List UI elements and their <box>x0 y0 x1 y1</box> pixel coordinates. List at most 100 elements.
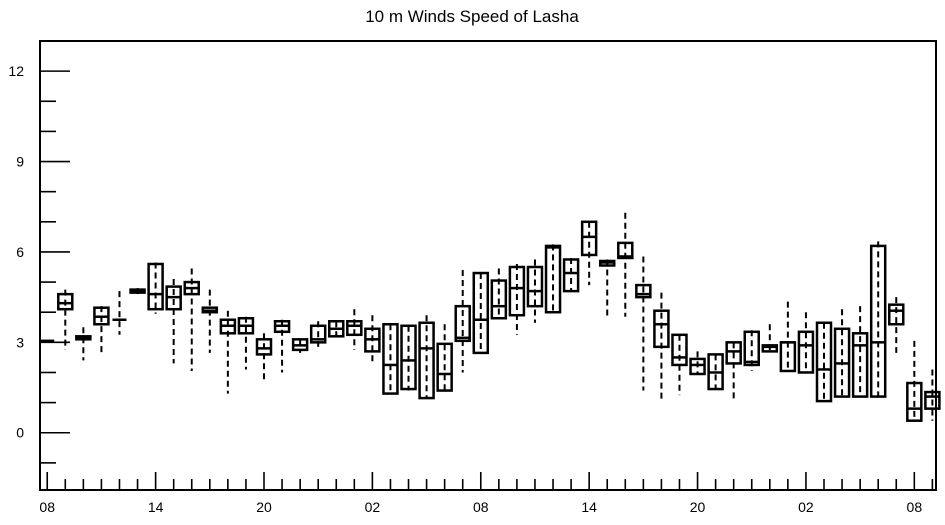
box-42 <box>797 312 815 374</box>
box-23 <box>454 270 471 373</box>
box-rect <box>906 381 923 422</box>
box-26 <box>508 263 526 335</box>
box-rect <box>436 342 453 392</box>
box-rect <box>797 330 815 374</box>
box-rect <box>743 330 760 367</box>
box-38 <box>725 341 742 402</box>
box-rect <box>57 292 74 311</box>
box-series <box>40 212 941 422</box>
box-27 <box>526 259 544 323</box>
box-14 <box>291 338 309 353</box>
box-8 <box>183 268 200 371</box>
box-18 <box>364 315 381 365</box>
box-49 <box>924 369 941 421</box>
box-rect <box>815 321 833 403</box>
box-46 <box>869 241 887 398</box>
box-7 <box>165 279 182 364</box>
box-17 <box>346 309 363 350</box>
x-tick-label: 14 <box>148 499 164 515</box>
box-13 <box>273 319 291 373</box>
y-axis: 0 3 6 9 12 <box>8 40 70 464</box>
box-40 <box>761 324 779 353</box>
box-32 <box>617 212 634 317</box>
box-10 <box>219 310 237 394</box>
x-tick-label: 08 <box>473 499 489 515</box>
box-rect <box>147 262 164 311</box>
box-43 <box>815 321 833 403</box>
box-rect <box>382 323 399 395</box>
box-rect <box>851 332 869 398</box>
box-rect <box>671 333 688 367</box>
box-16 <box>328 319 345 341</box>
box-22 <box>436 324 453 392</box>
y-tick-label: 6 <box>16 244 24 260</box>
box-15 <box>309 321 327 347</box>
x-tick-label: 20 <box>690 499 706 515</box>
box-rect <box>526 265 544 308</box>
box-29 <box>562 257 580 293</box>
box-rect <box>924 390 941 410</box>
box-31 <box>598 259 616 317</box>
box-24 <box>472 271 490 355</box>
x-axis: 08 14 20 02 08 14 20 02 08 <box>39 472 934 515</box>
box-6 <box>147 262 164 314</box>
box-rect <box>635 283 652 299</box>
box-3 <box>93 306 110 353</box>
x-tick-label: 08 <box>39 499 55 515</box>
box-rect <box>653 309 670 349</box>
box-rect <box>508 265 526 317</box>
box-rect <box>255 338 273 356</box>
box-41 <box>779 301 797 373</box>
box-rect <box>888 303 905 326</box>
box-48 <box>906 340 923 422</box>
box-rect <box>869 244 887 398</box>
y-tick-label: 12 <box>8 63 24 79</box>
box-44 <box>833 309 851 398</box>
box-rect <box>580 220 598 257</box>
box-rect <box>400 324 417 391</box>
box-35 <box>671 333 688 396</box>
box-47 <box>888 297 905 353</box>
x-tick-label: 02 <box>365 499 381 515</box>
box-34 <box>653 292 670 400</box>
box-33 <box>635 256 652 391</box>
box-rect <box>761 344 779 353</box>
box-rect <box>689 357 706 376</box>
box-2 <box>75 327 92 361</box>
chart-title: 10 m Winds Speed of Lasha <box>365 7 579 26</box>
box-11 <box>237 316 255 370</box>
box-rect <box>309 324 327 344</box>
y-tick-label: 0 <box>16 425 24 441</box>
x-tick-label: 14 <box>581 499 597 515</box>
box-9 <box>201 289 219 353</box>
box-25 <box>490 268 508 320</box>
y-tick-label: 9 <box>16 154 24 170</box>
box-4 <box>112 291 127 335</box>
box-5 <box>129 288 146 295</box>
box-rect <box>490 279 508 320</box>
box-rect <box>544 244 562 314</box>
box-28 <box>544 244 562 314</box>
box-rect <box>617 241 634 260</box>
box-rect <box>472 271 490 355</box>
x-tick-label: 20 <box>256 499 272 515</box>
box-rect <box>562 258 580 293</box>
box-12 <box>255 333 273 381</box>
plot-frame <box>39 40 937 491</box>
box-19 <box>382 323 399 395</box>
y-tick-label: 3 <box>16 334 24 350</box>
box-30 <box>580 220 598 286</box>
box-36 <box>689 351 706 376</box>
box-rect <box>454 304 471 343</box>
box-rect <box>725 341 742 365</box>
box-21 <box>418 315 435 400</box>
box-20 <box>400 324 417 391</box>
x-tick-label: 08 <box>907 499 923 515</box>
box-45 <box>851 306 869 398</box>
box-37 <box>707 353 724 391</box>
x-tick-label: 02 <box>798 499 814 515</box>
box-rect <box>418 321 435 400</box>
box-39 <box>743 330 760 371</box>
